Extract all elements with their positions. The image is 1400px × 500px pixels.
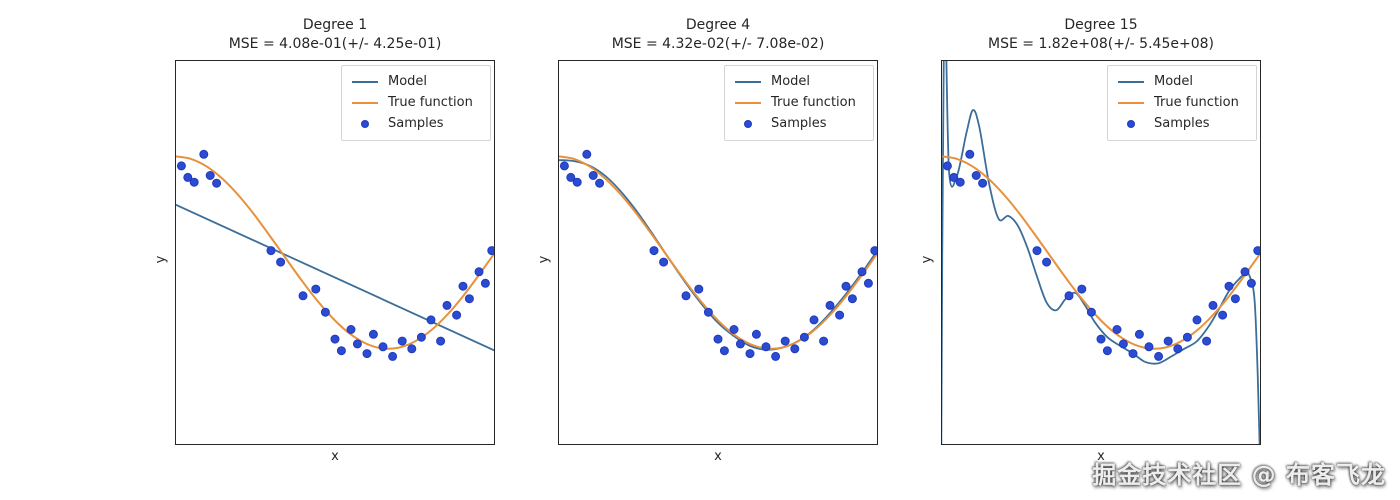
legend-item-samples: Samples <box>733 113 865 134</box>
true-function-line-swatch <box>1116 101 1146 104</box>
legend-box: Model True function Samples <box>1107 65 1257 141</box>
plot-axes: Model True function Samples <box>175 60 495 445</box>
y-axis-label: y <box>153 255 169 264</box>
samples-dot-swatch <box>350 119 380 128</box>
legend-label: Samples <box>1154 116 1210 131</box>
legend-item-samples: Samples <box>350 113 482 134</box>
plot-area-degree-15 <box>941 60 1261 445</box>
samples-dot-swatch <box>1116 119 1146 128</box>
subplot-title-mse: MSE = 4.08e-01(+/- 4.25e-01) <box>228 36 442 52</box>
y-axis-label: y <box>919 255 935 264</box>
model-line-swatch <box>1116 80 1146 83</box>
legend-item-model: Model <box>1116 71 1248 92</box>
true-function-line-swatch <box>733 101 763 104</box>
plot-axes: Model True function Samples <box>558 60 878 445</box>
subplot-title-degree: Degree 4 <box>685 17 751 33</box>
legend-label: Model <box>771 74 811 89</box>
plot-axes: Model True function Samples <box>941 60 1261 445</box>
subplot-title: Degree 15 MSE = 1.82e+08(+/- 5.45e+08) <box>921 16 1281 54</box>
x-axis-label: x <box>331 449 339 464</box>
legend-label: True function <box>771 95 856 110</box>
legend-box: Model True function Samples <box>724 65 874 141</box>
legend-item-true-function: True function <box>350 92 482 113</box>
legend-item-model: Model <box>733 71 865 92</box>
legend-item-model: Model <box>350 71 482 92</box>
legend-label: Samples <box>388 116 444 131</box>
legend-item-true-function: True function <box>733 92 865 113</box>
legend-label: True function <box>1154 95 1239 110</box>
samples-dot-swatch <box>733 119 763 128</box>
true-function-line-swatch <box>350 101 380 104</box>
legend-label: True function <box>388 95 473 110</box>
legend-label: Samples <box>771 116 827 131</box>
subplot-title: Degree 1 MSE = 4.08e-01(+/- 4.25e-01) <box>155 16 515 54</box>
subplot-degree-1: Degree 1 MSE = 4.08e-01(+/- 4.25e-01) y … <box>154 0 495 500</box>
subplot-title-degree: Degree 1 <box>302 17 368 33</box>
model-line-swatch <box>733 80 763 83</box>
model-line-swatch <box>350 80 380 83</box>
legend-item-true-function: True function <box>1116 92 1248 113</box>
plot-area-degree-4 <box>558 60 878 445</box>
watermark-text: 掘金技术社区 @ 布客飞龙 <box>1092 461 1386 489</box>
y-axis-label: y <box>536 255 552 264</box>
legend-item-samples: Samples <box>1116 113 1248 134</box>
subplot-title-mse: MSE = 4.32e-02(+/- 7.08e-02) <box>611 36 825 52</box>
plot-area-degree-1 <box>175 60 495 445</box>
x-axis-label: x <box>1097 449 1105 464</box>
legend-label: Model <box>1154 74 1194 89</box>
subplot-title-mse: MSE = 1.82e+08(+/- 5.45e+08) <box>988 36 1214 52</box>
legend-box: Model True function Samples <box>341 65 491 141</box>
subplot-title-degree: Degree 15 <box>1064 17 1138 33</box>
legend-label: Model <box>388 74 428 89</box>
subplot-title: Degree 4 MSE = 4.32e-02(+/- 7.08e-02) <box>538 16 898 54</box>
subplot-degree-15: Degree 15 MSE = 1.82e+08(+/- 5.45e+08) y… <box>920 0 1261 500</box>
x-axis-label: x <box>714 449 722 464</box>
subplot-degree-4: Degree 4 MSE = 4.32e-02(+/- 7.08e-02) y … <box>537 0 878 500</box>
